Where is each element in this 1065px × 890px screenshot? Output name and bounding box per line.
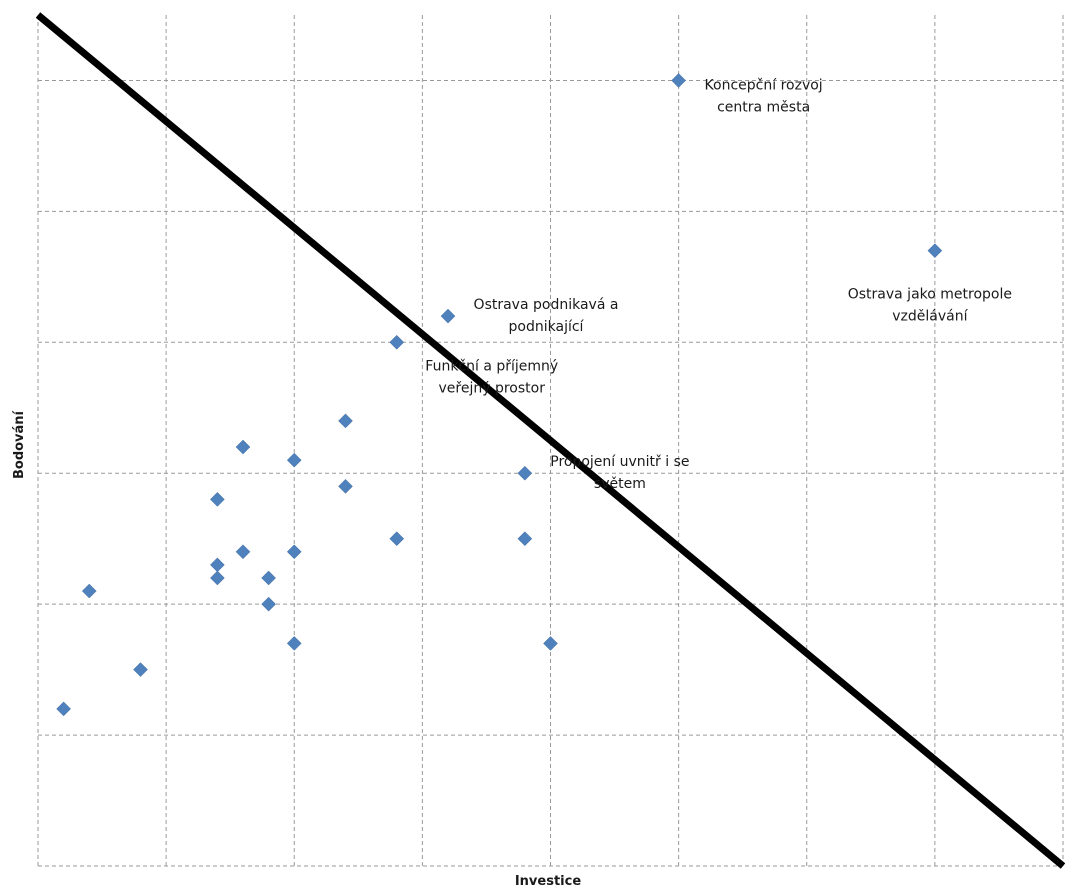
- trend-line: [35, 12, 1065, 869]
- data-points: [56, 73, 943, 717]
- data-point: [543, 636, 558, 651]
- annotation-label: Propojení uvnitř i se světem: [550, 454, 689, 492]
- annotation-line: Propojení uvnitř i se: [550, 454, 689, 470]
- data-point: [235, 439, 251, 455]
- annotation-label: Koncepční rozvoj centra města: [705, 77, 823, 115]
- data-point: [440, 308, 456, 324]
- data-point: [338, 478, 353, 494]
- annotation-line: centra města: [717, 99, 810, 115]
- data-point: [210, 557, 225, 573]
- x-axis-label: Investice: [515, 874, 581, 889]
- data-point: [261, 596, 276, 612]
- data-point: [286, 452, 302, 468]
- data-point: [671, 73, 686, 88]
- annotation-line: veřejný prostor: [439, 380, 546, 396]
- annotation-line: Funkční a příjemný: [425, 358, 558, 374]
- data-point: [133, 662, 148, 677]
- data-point: [286, 544, 302, 560]
- annotation-line: Ostrava podnikavá a: [474, 297, 619, 313]
- data-point: [56, 701, 71, 717]
- data-point: [338, 413, 353, 429]
- data-point: [210, 570, 225, 586]
- data-point: [517, 465, 533, 481]
- data-point: [389, 334, 405, 350]
- data-point: [517, 531, 533, 547]
- grid: [37, 15, 1064, 867]
- annotation-label: Ostrava podnikavá a podnikající: [474, 297, 619, 335]
- data-point: [210, 492, 225, 507]
- y-axis-label: Bodování: [12, 409, 27, 479]
- data-point: [261, 570, 276, 586]
- annotation-line: Ostrava jako metropole: [848, 287, 1012, 303]
- annotation-line: podnikající: [509, 319, 585, 335]
- annotation-line: světem: [594, 476, 646, 492]
- trend-line-layer: [35, 12, 1065, 869]
- annotation-label: Funkční a příjemný veřejný prostor: [425, 358, 558, 396]
- annotations: Koncepční rozvoj centra města Ostrava jako…: [425, 77, 1012, 492]
- data-point: [286, 636, 302, 651]
- annotation-label: Ostrava jako metropole vzdělávání: [848, 287, 1012, 325]
- data-point: [389, 531, 405, 547]
- annotation-line: vzdělávání: [892, 309, 968, 325]
- data-point: [235, 544, 251, 560]
- data-point: [927, 243, 943, 259]
- annotation-line: Koncepční rozvoj: [705, 77, 823, 93]
- data-point: [81, 583, 97, 599]
